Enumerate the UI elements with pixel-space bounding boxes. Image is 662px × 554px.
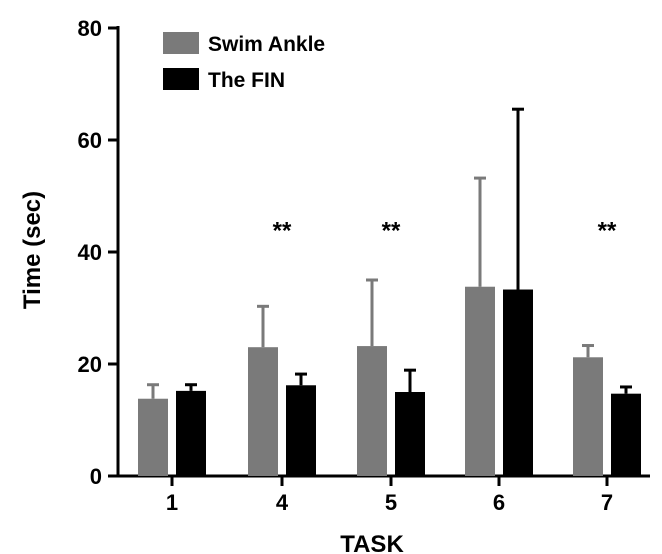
bar-the-fin-task-6: [503, 289, 533, 476]
significance-marker: **: [598, 217, 617, 244]
legend-label-swim-ankle: Swim Ankle: [208, 33, 325, 56]
y-tick-label: 60: [78, 128, 102, 153]
plot-area: 0 20 40 60 80 1 4 5 6 7 ** ** **: [78, 16, 650, 515]
legend-swatch-swim-ankle: [163, 32, 199, 54]
significance-marker: **: [382, 217, 401, 244]
x-tick-label: 7: [601, 490, 613, 515]
x-tick-label: 1: [166, 490, 178, 515]
bar-swim-ankle-task-6: [465, 286, 495, 476]
legend-label-the-fin: The FIN: [208, 69, 285, 92]
bar-swim-ankle-task-5: [357, 346, 387, 476]
legend: Swim Ankle The FIN: [163, 32, 325, 92]
y-axis-title: Time (sec): [19, 191, 46, 309]
y-tick-label: 80: [78, 16, 102, 41]
y-tick-label: 20: [78, 352, 102, 377]
bar-swim-ankle-task-1: [138, 398, 168, 476]
x-tick-label: 4: [276, 490, 289, 515]
bar-swim-ankle-task-4: [248, 347, 278, 476]
significance-marker: **: [273, 217, 292, 244]
bar-the-fin-task-5: [395, 392, 425, 476]
bar-the-fin-task-1: [176, 390, 206, 476]
bar-the-fin-task-7: [611, 393, 641, 476]
bar-swim-ankle-task-7: [573, 357, 603, 476]
x-axis-title: TASK: [340, 531, 404, 554]
y-tick-label: 0: [90, 464, 102, 489]
x-tick-label: 5: [385, 490, 397, 515]
legend-swatch-the-fin: [163, 68, 199, 90]
y-tick-label: 40: [78, 240, 102, 265]
x-tick-label: 6: [493, 490, 505, 515]
bar-the-fin-task-4: [286, 385, 316, 476]
